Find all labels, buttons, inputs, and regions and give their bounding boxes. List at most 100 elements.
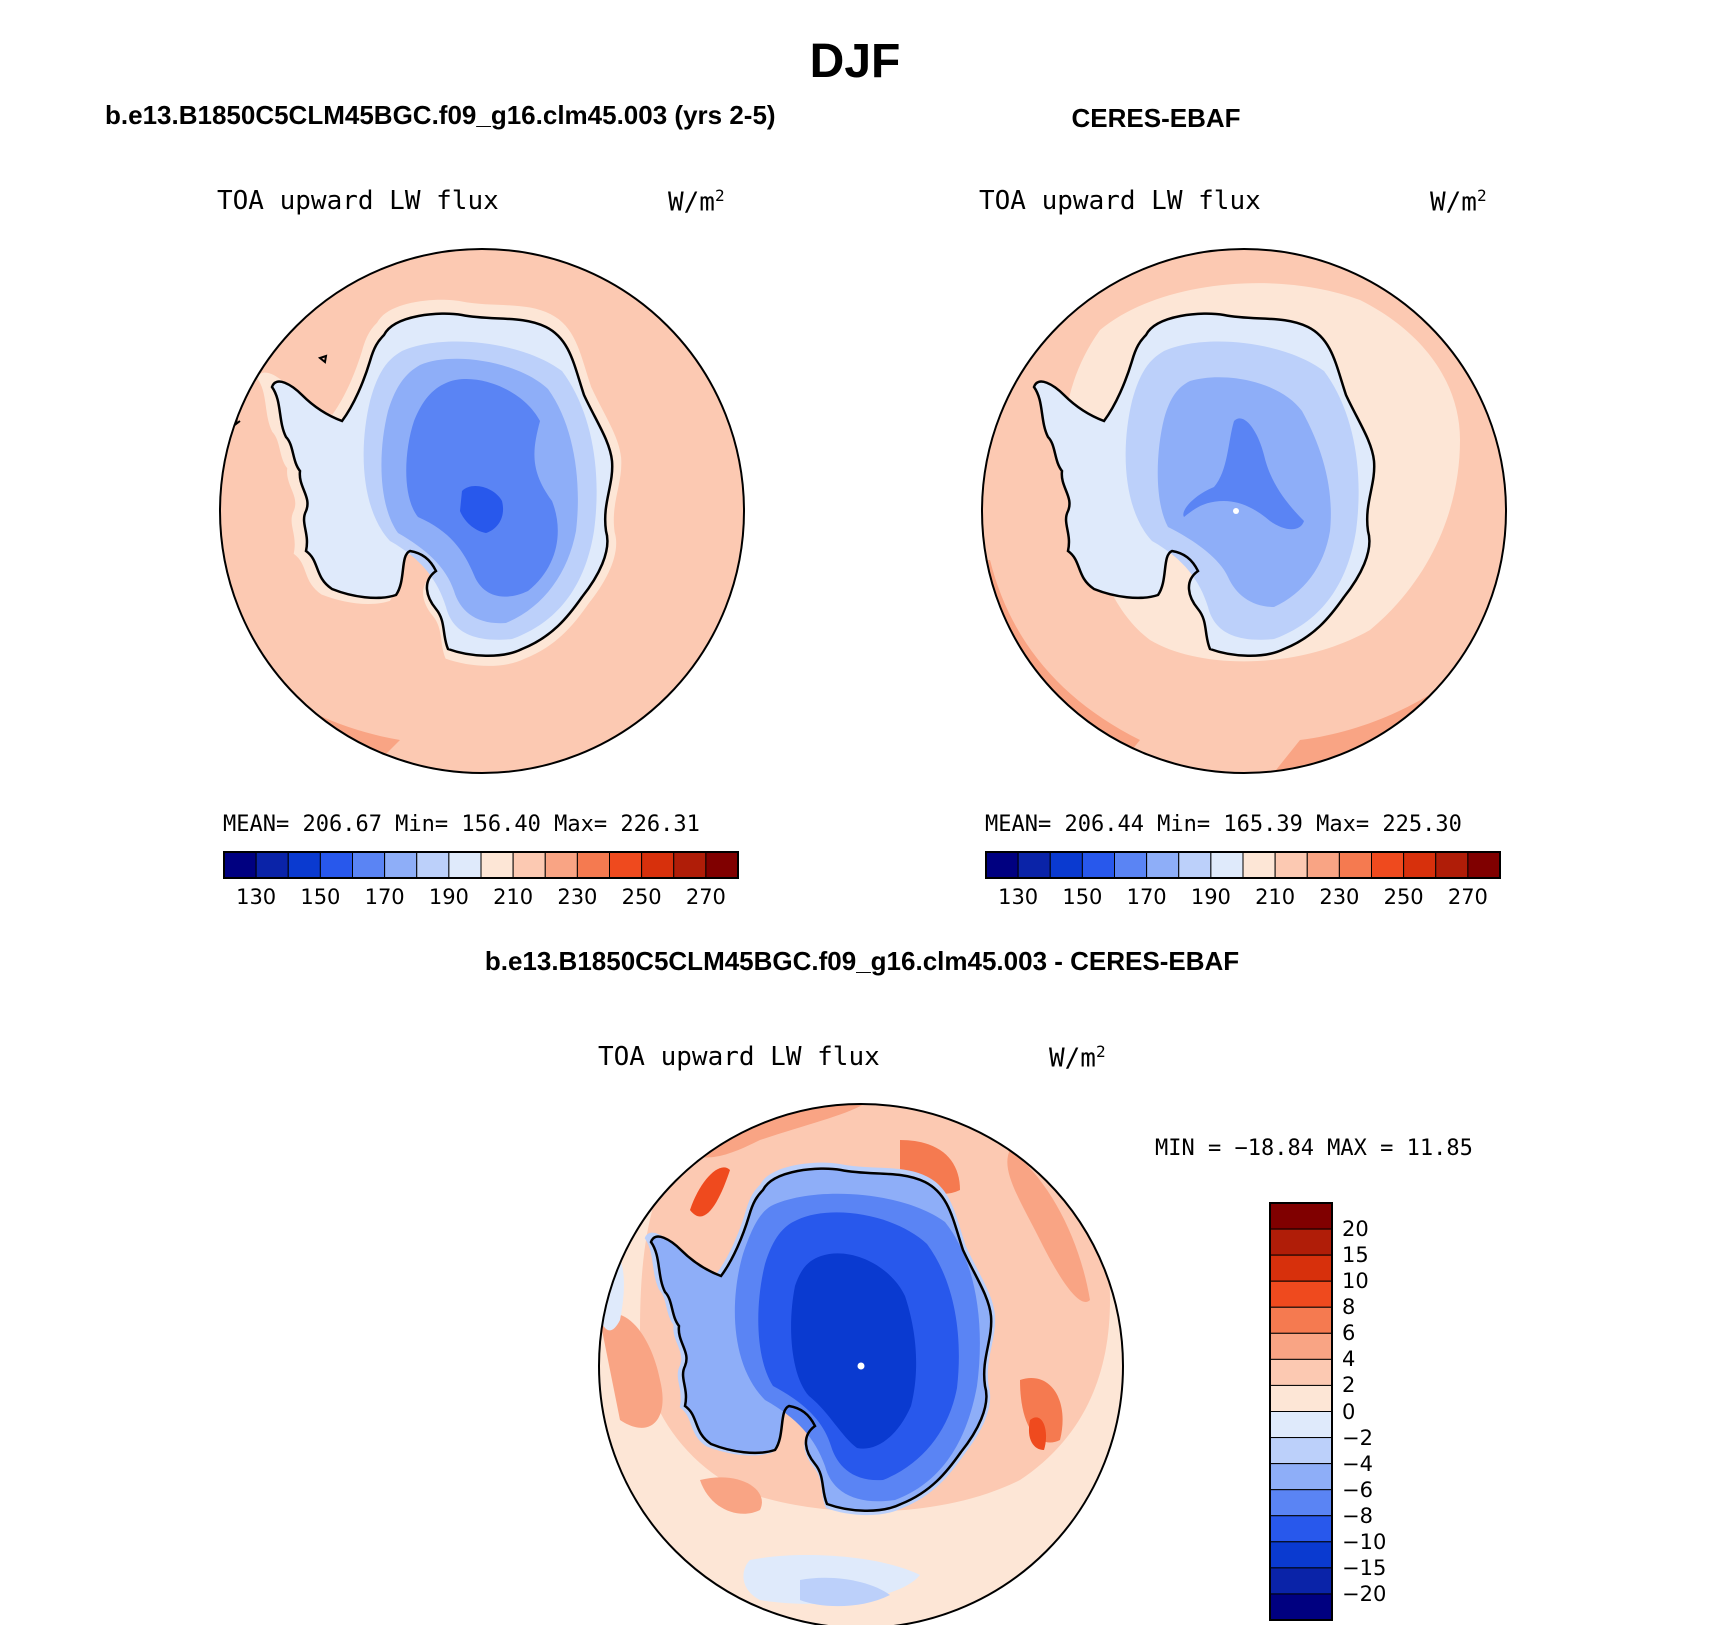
units-label-obs: W/m2 xyxy=(1430,186,1487,218)
colorbar-tick-label: 170 xyxy=(1126,885,1167,909)
colorbar-frame xyxy=(1269,1202,1333,1621)
colorbar-tick-label: 190 xyxy=(1190,885,1231,909)
polar-map-diff xyxy=(598,1103,1124,1625)
colorbar-box xyxy=(1403,851,1437,879)
stats-obs: MEAN= 206.44 Min= 165.39 Max= 225.30 xyxy=(985,812,1462,837)
colorbar-box xyxy=(985,851,1019,879)
variable-label-obs: TOA upward LW flux xyxy=(979,186,1261,216)
colorbar-box xyxy=(1269,1541,1333,1569)
stats-model: MEAN= 206.67 Min= 156.40 Max= 226.31 xyxy=(223,812,700,837)
polar-map-model xyxy=(219,248,745,774)
colorbar-model xyxy=(223,851,739,879)
colorbar-tick-label: −6 xyxy=(1342,1477,1373,1502)
colorbar-box xyxy=(384,851,418,879)
figure-title: DJF xyxy=(809,35,901,88)
units-text: W/m xyxy=(668,187,715,218)
panel-title-diff: b.e13.B1850C5CLM45BGC.f09_g16.clm45.003 … xyxy=(484,946,1240,976)
colorbar-box xyxy=(1269,1280,1333,1308)
colorbar-box xyxy=(448,851,482,879)
colorbar-box xyxy=(480,851,514,879)
colorbar-box xyxy=(1210,851,1244,879)
colorbar-tick-label: 190 xyxy=(428,885,469,909)
colorbar-tick-label: 230 xyxy=(1319,885,1360,909)
colorbar-tick-label: 250 xyxy=(621,885,662,909)
colorbar-diff xyxy=(1269,1202,1333,1621)
colorbar-frame xyxy=(985,851,1501,879)
colorbar-tick-label: −8 xyxy=(1342,1503,1373,1528)
colorbar-box xyxy=(1242,851,1276,879)
colorbar-tick-label: 250 xyxy=(1383,885,1424,909)
colorbar-box xyxy=(1306,851,1340,879)
colorbar-tick-label: −15 xyxy=(1342,1555,1387,1580)
colorbar-box xyxy=(1114,851,1148,879)
units-superscript: 2 xyxy=(1476,186,1487,205)
colorbar-box xyxy=(1081,851,1115,879)
colorbar-obs xyxy=(985,851,1501,879)
colorbar-box xyxy=(1269,1515,1333,1543)
stats-diff: MIN = −18.84 MAX = 11.85 xyxy=(1155,1136,1473,1161)
colorbar-tick-label: −20 xyxy=(1342,1581,1387,1606)
colorbar-tick-label: −2 xyxy=(1342,1425,1373,1450)
colorbar-box xyxy=(319,851,353,879)
colorbar-box xyxy=(1269,1384,1333,1412)
panel-title-model: b.e13.B1850C5CLM45BGC.f09_g16.clm45.003 … xyxy=(105,100,776,130)
colorbar-box xyxy=(1269,1593,1333,1621)
colorbar-box xyxy=(1269,1306,1333,1334)
variable-label-model: TOA upward LW flux xyxy=(217,186,499,216)
colorbar-box xyxy=(1467,851,1501,879)
colorbar-box xyxy=(1049,851,1083,879)
colorbar-box xyxy=(1435,851,1469,879)
panel-title-obs: CERES-EBAF xyxy=(1071,103,1241,133)
units-label-diff: W/m2 xyxy=(1049,1042,1106,1074)
units-label-model: W/m2 xyxy=(668,186,725,218)
colorbar-box xyxy=(416,851,450,879)
colorbar-box xyxy=(1269,1332,1333,1360)
colorbar-tick-label: 0 xyxy=(1342,1399,1356,1424)
colorbar-tick-label: 230 xyxy=(557,885,598,909)
colorbar-box xyxy=(1269,1489,1333,1517)
colorbar-box xyxy=(641,851,675,879)
colorbar-tick-label: 270 xyxy=(1447,885,1488,909)
colorbar-tick-label: 210 xyxy=(1255,885,1296,909)
colorbar-tick-label: 270 xyxy=(685,885,726,909)
colorbar-box xyxy=(1269,1254,1333,1282)
colorbar-box xyxy=(1269,1411,1333,1439)
colorbar-box xyxy=(609,851,643,879)
colorbar-box xyxy=(352,851,386,879)
colorbar-tick-label: 150 xyxy=(300,885,341,909)
colorbar-box xyxy=(1371,851,1405,879)
colorbar-box xyxy=(1269,1202,1333,1230)
colorbar-tick-label: 20 xyxy=(1342,1217,1369,1242)
colorbar-box xyxy=(1146,851,1180,879)
colorbar-tick-label: 8 xyxy=(1342,1295,1356,1320)
colorbar-tick-label: 6 xyxy=(1342,1321,1356,1346)
colorbar-tick-label: 15 xyxy=(1342,1243,1369,1268)
colorbar-box xyxy=(255,851,289,879)
colorbar-box xyxy=(1269,1567,1333,1595)
colorbar-frame xyxy=(223,851,739,879)
colorbar-tick-label: 4 xyxy=(1342,1347,1356,1372)
units-text: W/m xyxy=(1049,1043,1096,1074)
colorbar-box xyxy=(223,851,257,879)
colorbar-tick-label: −10 xyxy=(1342,1529,1387,1554)
colorbar-tick-label: −4 xyxy=(1342,1451,1373,1476)
colorbar-box xyxy=(544,851,578,879)
polar-map-obs xyxy=(981,248,1507,774)
colorbar-box xyxy=(1274,851,1308,879)
colorbar-box xyxy=(1269,1358,1333,1386)
colorbar-box xyxy=(705,851,739,879)
colorbar-tick-label: 170 xyxy=(364,885,405,909)
colorbar-tick-label: 150 xyxy=(1062,885,1103,909)
variable-label-diff: TOA upward LW flux xyxy=(598,1042,880,1072)
colorbar-tick-label: 130 xyxy=(236,885,277,909)
colorbar-box xyxy=(1017,851,1051,879)
units-text: W/m xyxy=(1430,187,1477,218)
units-superscript: 2 xyxy=(1095,1042,1106,1061)
colorbar-box xyxy=(1269,1463,1333,1491)
colorbar-tick-label: 2 xyxy=(1342,1373,1356,1398)
units-superscript: 2 xyxy=(714,186,725,205)
colorbar-box xyxy=(1269,1437,1333,1465)
colorbar-box xyxy=(576,851,610,879)
colorbar-box xyxy=(673,851,707,879)
colorbar-box xyxy=(1178,851,1212,879)
